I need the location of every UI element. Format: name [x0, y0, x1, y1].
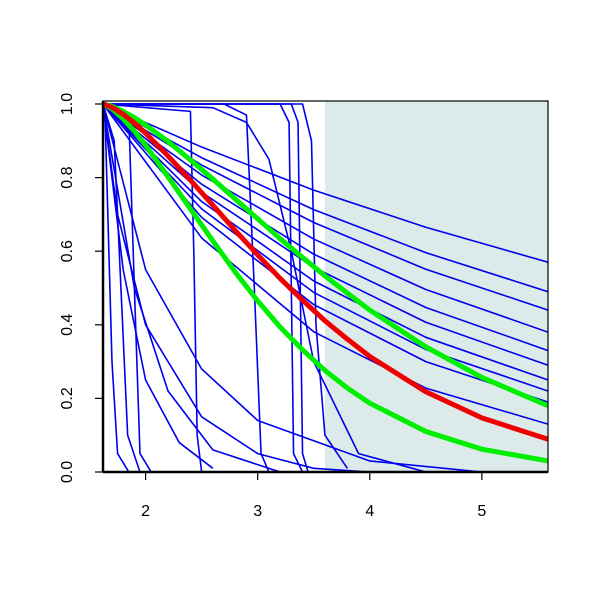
x-tick-label: 2 — [141, 503, 150, 520]
y-tick-label: 0.0 — [59, 461, 76, 483]
plot-area — [103, 101, 548, 472]
curve — [103, 103, 427, 472]
curve — [103, 101, 548, 464]
y-tick-label: 1.0 — [59, 93, 76, 115]
curve — [103, 103, 548, 381]
y-tick-label: 0.6 — [59, 240, 76, 262]
curve — [103, 101, 548, 442]
curve — [103, 103, 370, 472]
curve — [103, 103, 214, 469]
x-tick-label: 5 — [477, 503, 486, 520]
shaded-region — [324, 101, 548, 472]
x-tick-label: 3 — [253, 503, 262, 520]
curve — [103, 103, 349, 469]
y-tick-label: 0.4 — [59, 314, 76, 336]
curve — [103, 103, 281, 472]
curve — [103, 103, 548, 425]
y-tick-label: 0.8 — [59, 166, 76, 188]
curve — [103, 103, 130, 472]
curve — [103, 103, 548, 264]
curve — [103, 103, 141, 472]
x-tick-label: 4 — [365, 503, 374, 520]
y-tick-label: 0.2 — [59, 387, 76, 409]
curve — [103, 101, 548, 409]
curve — [103, 103, 482, 472]
curve — [103, 103, 203, 472]
